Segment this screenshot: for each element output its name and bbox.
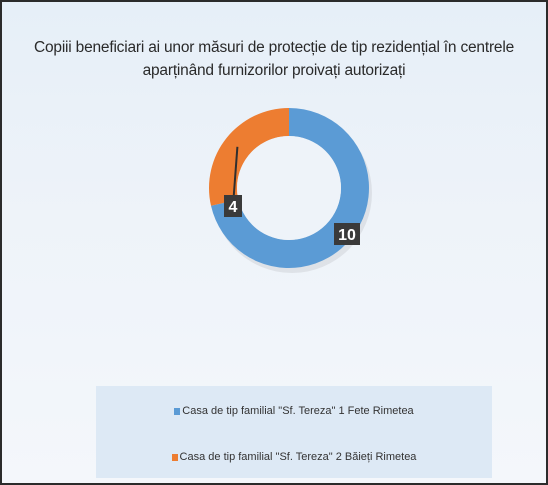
- legend-label-1: Casa de tip familial "Sf. Tereza" 1 Fete…: [182, 405, 413, 417]
- legend-label-2: Casa de tip familial "Sf. Tereza" 2 Băie…: [180, 451, 417, 463]
- legend-item-1: Casa de tip familial "Sf. Tereza" 1 Fete…: [96, 405, 492, 417]
- legend-swatch-2: [172, 454, 178, 461]
- data-label-2: 4: [229, 199, 238, 216]
- legend-item-2: Casa de tip familial "Sf. Tereza" 2 Băie…: [96, 451, 492, 463]
- doughnut-hole: [237, 136, 341, 240]
- data-label-1: 10: [338, 227, 356, 244]
- legend-swatch-1: [174, 408, 180, 415]
- legend: Casa de tip familial "Sf. Tereza" 1 Fete…: [96, 386, 492, 478]
